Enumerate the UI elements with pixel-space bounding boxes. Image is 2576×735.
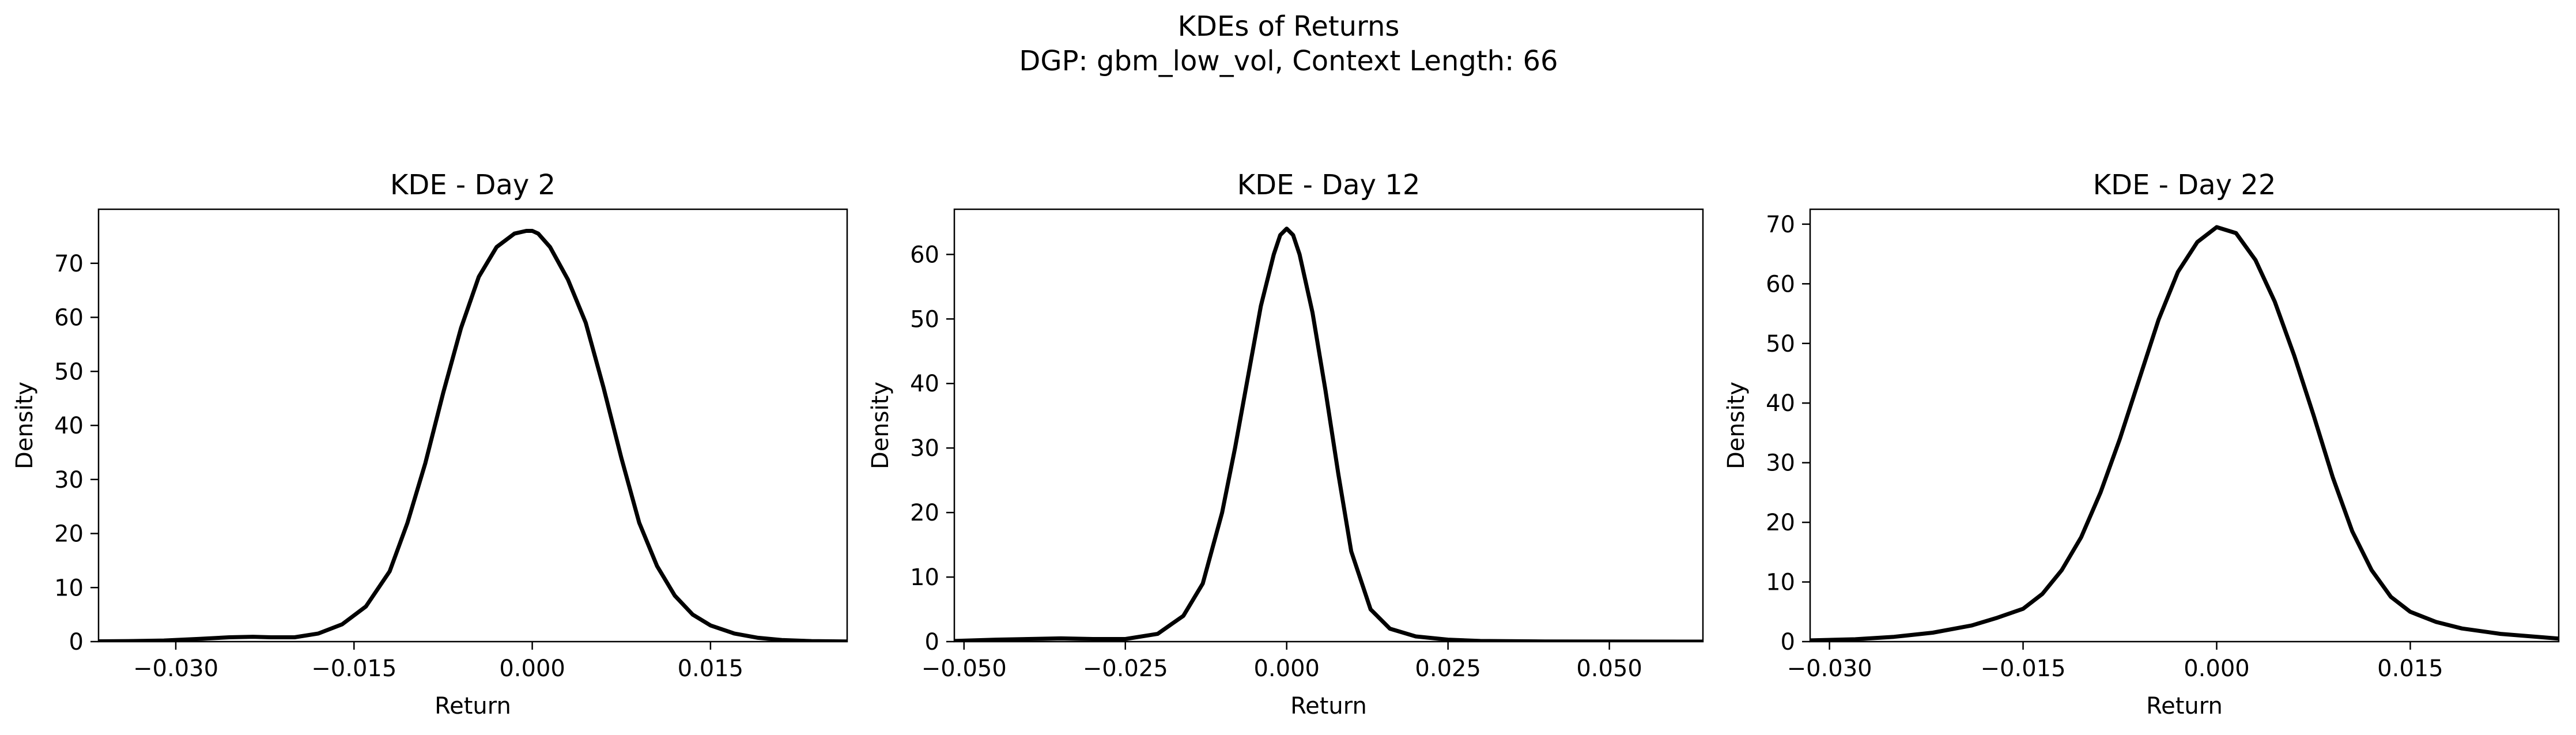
x-tick-label: 0.000 <box>2184 655 2250 682</box>
y-tick-label: 40 <box>1766 390 1795 417</box>
y-tick-label: 30 <box>1766 450 1795 477</box>
subplot-2: −0.050 −0.025 0.000 0.025 0.050 0 10 20 30 40 50 60… <box>867 169 1704 719</box>
x-tick-label: 0.000 <box>499 655 565 682</box>
x-tick-label: −0.050 <box>921 655 1007 682</box>
axes-frame <box>953 208 1704 643</box>
kde-curve <box>954 227 1703 642</box>
x-tick-label: −0.025 <box>1083 655 1168 682</box>
y-tick-label: 10 <box>910 564 939 591</box>
y-tick-label: 30 <box>910 435 939 462</box>
kde-curve <box>1810 225 2559 642</box>
y-tick-label: 10 <box>1766 570 1795 596</box>
subplot-1: −0.030 −0.015 0.000 0.015 0 10 20 30 40 50 60 70 KDE… <box>12 169 848 719</box>
y-tick-label: 40 <box>54 413 84 439</box>
y-axis-label: Density <box>867 382 894 469</box>
y-tick-label: 40 <box>910 371 939 397</box>
y-tick-label: 10 <box>54 575 84 601</box>
y-tick-label: 0 <box>69 629 84 655</box>
y-tick-label: 50 <box>54 359 84 385</box>
figure-suptitle-line2: DGP: gbm_low_vol, Context Length: 66 <box>1019 45 1558 77</box>
x-tick-label: 0.015 <box>2377 655 2443 682</box>
subplot-title: KDE - Day 22 <box>2093 169 2276 201</box>
y-tick-label: 70 <box>1766 212 1795 238</box>
x-tick-label: 0.050 <box>1576 655 1642 682</box>
figure-suptitle-line1: KDEs of Returns <box>1178 10 1400 43</box>
y-tick-label: 30 <box>54 467 84 493</box>
y-tick-label: 20 <box>910 500 939 526</box>
x-tick-label: 0.025 <box>1415 655 1481 682</box>
y-tick-label: 70 <box>54 251 84 277</box>
y-tick-label: 50 <box>910 306 939 333</box>
y-axis-label: Density <box>12 382 38 469</box>
subplot-panels: −0.030 −0.015 0.000 0.015 0 10 20 30 40 50 60 70 KDE… <box>12 169 2560 719</box>
y-tick-label: 50 <box>1766 331 1795 357</box>
kde-curve <box>99 229 847 642</box>
subplot-title: KDE - Day 2 <box>390 169 556 201</box>
x-axis-label: Return <box>435 693 511 719</box>
subplot-title: KDE - Day 12 <box>1237 169 1421 201</box>
x-tick-label: 0.015 <box>678 655 744 682</box>
y-tick-label: 0 <box>925 629 939 655</box>
y-tick-label: 20 <box>1766 510 1795 536</box>
x-tick-label: 0.000 <box>1253 655 1320 682</box>
y-tick-label: 60 <box>910 242 939 268</box>
x-tick-label: −0.030 <box>133 655 218 682</box>
y-tick-label: 0 <box>1781 629 1795 655</box>
y-tick-label: 60 <box>54 305 84 331</box>
subplot-3: −0.030 −0.015 0.000 0.015 0 10 20 30 40 50 60 70 KDE… <box>1723 169 2560 719</box>
x-tick-label: −0.015 <box>1981 655 2066 682</box>
y-tick-label: 20 <box>54 521 84 548</box>
x-axis-label: Return <box>2146 693 2223 719</box>
x-axis-label: Return <box>1290 693 1367 719</box>
y-tick-label: 60 <box>1766 271 1795 297</box>
axes-frame <box>1809 208 2560 643</box>
x-tick-label: −0.015 <box>311 655 396 682</box>
y-axis-label: Density <box>1723 382 1750 469</box>
x-tick-label: −0.030 <box>1787 655 1872 682</box>
